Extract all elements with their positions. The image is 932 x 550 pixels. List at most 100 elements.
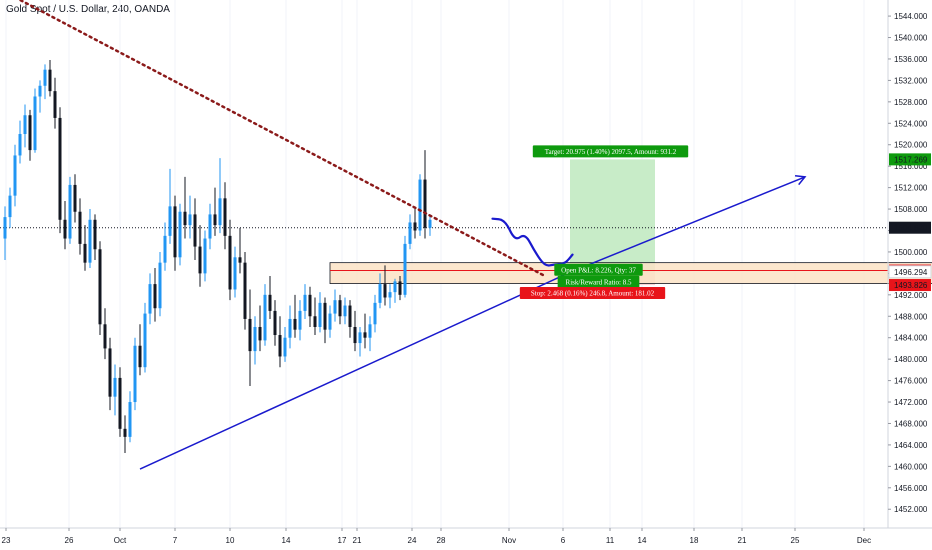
y-tick-label: 1512.000 — [894, 184, 928, 193]
y-tick-label: 1464.000 — [894, 441, 928, 450]
price-tag-bg — [889, 221, 931, 234]
price-tag-bg — [889, 279, 931, 292]
trend-drawings[interactable] — [10, 0, 807, 470]
candle-body — [403, 243, 407, 295]
candle-body — [168, 206, 172, 236]
candle-body — [398, 281, 402, 295]
candle-body — [348, 305, 352, 327]
x-tick-label: Nov — [502, 536, 516, 545]
candle-body — [188, 214, 192, 226]
candle-body — [138, 345, 142, 368]
candle-body — [288, 318, 292, 338]
price-tag-label: 1504.520 — [894, 224, 928, 233]
candle-body — [248, 318, 252, 352]
candle-body — [148, 284, 152, 314]
price-tag-bg — [889, 153, 931, 166]
price-tag-label: 1496.294 — [894, 268, 928, 277]
y-tick-label: 1472.000 — [894, 398, 928, 407]
candle-body — [63, 219, 67, 239]
time-axis[interactable]: 23 26 Oct 7 10 14 17 21 24 28 Nov 6 11 14 18 21 25 Dec — [0, 527, 932, 545]
candle-body — [223, 198, 227, 236]
y-tick-label: 1540.000 — [894, 34, 928, 43]
y-tick-label: 1480.000 — [894, 355, 928, 364]
x-tick-label: 11 — [606, 536, 615, 545]
candle-body — [303, 294, 307, 311]
x-tick-label: 10 — [226, 536, 235, 545]
candle-body — [328, 313, 332, 330]
candle-body — [373, 302, 377, 325]
candle-body — [38, 85, 42, 97]
candle-body — [218, 198, 222, 226]
candle-body — [68, 184, 72, 239]
candle-body — [258, 326, 262, 341]
y-tick-label: 1516.000 — [894, 162, 928, 171]
y-tick-label: 1544.000 — [894, 12, 928, 21]
candle-body — [413, 222, 417, 231]
candlesticks — [3, 60, 432, 453]
candle-body — [393, 281, 397, 293]
y-tick-label: 1484.000 — [894, 334, 928, 343]
risk-reward-label-bg — [557, 275, 640, 288]
x-tick-label: 7 — [173, 536, 178, 545]
x-tick-label: 6 — [561, 536, 566, 545]
x-tick-label: 26 — [65, 536, 74, 545]
x-tick-label: 24 — [408, 536, 417, 545]
candle-body — [43, 69, 47, 86]
y-tick-label: 1508.000 — [894, 205, 928, 214]
x-tick-label: 21 — [353, 536, 362, 545]
candle-body — [368, 324, 372, 338]
x-tick-label: 28 — [437, 536, 446, 545]
y-tick-label: 1536.000 — [894, 55, 928, 64]
y-tick-label: 1452.000 — [894, 505, 928, 514]
candle-body — [83, 243, 87, 263]
candle-body — [28, 115, 32, 151]
candle-body — [343, 305, 347, 317]
x-tick-label: 21 — [738, 536, 747, 545]
y-tick-label: 1460.000 — [894, 462, 928, 471]
risk-reward-label: Risk/Reward Ratio: 8.5 — [566, 278, 632, 286]
y-tick-label: 1456.000 — [894, 484, 928, 493]
position-labels: Target: 20.975 (1.40%) 2097.5, Amount: 9… — [519, 145, 689, 300]
candle-body — [193, 214, 197, 247]
candle-body — [198, 246, 202, 274]
candle-body — [173, 206, 177, 258]
candle-body — [113, 377, 117, 397]
candle-body — [283, 337, 287, 357]
candle-body — [323, 302, 327, 330]
candle-body — [353, 326, 357, 344]
candle-body — [338, 300, 342, 317]
y-tick-label: 1528.000 — [894, 98, 928, 107]
x-tick-label: 25 — [791, 536, 800, 545]
y-tick-label: 1500.000 — [894, 248, 928, 257]
candle-body — [388, 292, 392, 298]
candle-body — [3, 217, 7, 239]
candle-body — [208, 214, 212, 239]
target-label-bg — [532, 145, 689, 158]
x-tick-label: 17 — [338, 536, 347, 545]
candle-body — [363, 332, 367, 338]
target-zone — [570, 159, 655, 272]
candle-body — [423, 179, 427, 228]
candle-body — [98, 249, 102, 325]
y-tick-label: 1524.000 — [894, 119, 928, 128]
candle-body — [418, 179, 422, 231]
candle-body — [108, 348, 112, 397]
x-tick-label: 23 — [2, 536, 11, 545]
candle-body — [428, 219, 432, 228]
candle-body — [118, 377, 122, 429]
y-tick-label: 1520.000 — [894, 141, 928, 150]
candle-body — [263, 294, 267, 341]
candle-body — [153, 284, 157, 309]
candle-body — [78, 211, 82, 244]
candle-body — [383, 284, 387, 298]
candle-body — [158, 262, 162, 309]
price-tag-label: 1517.269 — [894, 155, 928, 164]
x-tick-label: Oct — [114, 536, 127, 545]
candle-body — [243, 262, 247, 319]
open-pnl-label: Open P&L: 8.226, Qty: 37 — [561, 266, 636, 274]
open-pnl-label-bg — [554, 263, 643, 276]
candle-body — [358, 332, 362, 344]
